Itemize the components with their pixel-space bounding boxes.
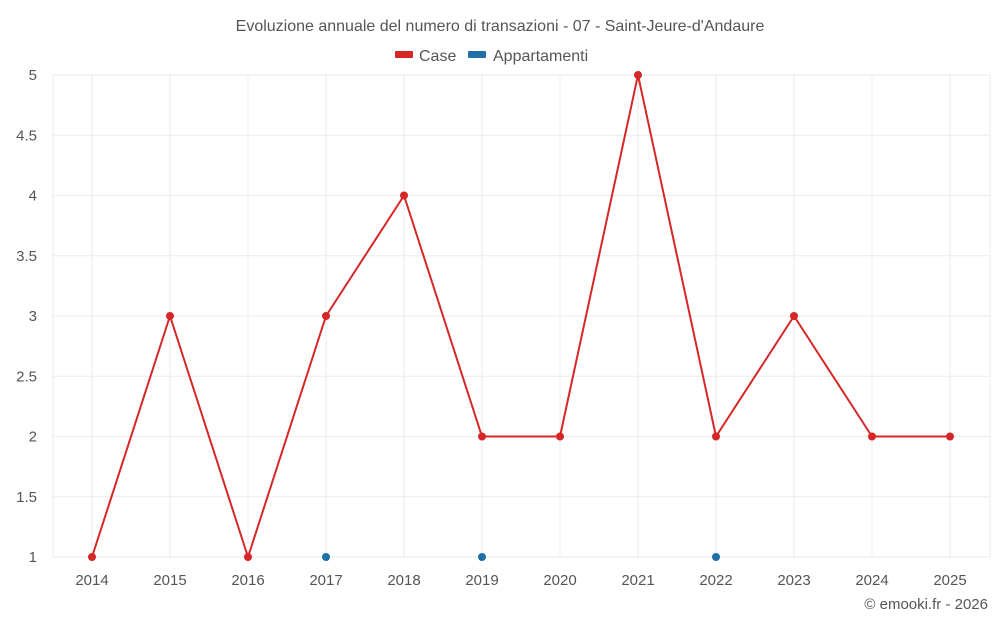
data-point-case-2023[interactable]: [790, 312, 798, 320]
chart-title: Evoluzione annuale del numero di transaz…: [236, 18, 765, 35]
legend-label-case: Case: [419, 48, 456, 65]
y-tick-label: 4.5: [16, 127, 37, 144]
series-layer: [88, 71, 954, 561]
series-appartamenti: [322, 553, 720, 561]
y-tick-label: 3.5: [16, 248, 37, 265]
data-point-case-2015[interactable]: [166, 312, 174, 320]
grid: [52, 74, 991, 558]
data-point-case-2016[interactable]: [244, 553, 252, 561]
x-axis: 2014 2015 2016 2017 2018 2019 2020 2021 2022 2023…: [75, 572, 966, 589]
y-tick-label: 3: [29, 308, 37, 325]
data-point-appartamenti-2017[interactable]: [322, 553, 330, 561]
data-point-case-2014[interactable]: [88, 553, 96, 561]
x-tick-label: 2014: [75, 572, 108, 589]
data-point-case-2017[interactable]: [322, 312, 330, 320]
legend[interactable]: Case Appartamenti: [395, 48, 588, 65]
x-tick-label: 2021: [621, 572, 654, 589]
series-line-case: [91, 74, 950, 558]
data-point-case-2020[interactable]: [556, 432, 564, 441]
data-point-case-2024[interactable]: [868, 432, 876, 441]
x-tick-label: 2023: [777, 572, 810, 589]
data-point-case-2022[interactable]: [712, 432, 720, 441]
y-tick-label: 2.5: [16, 368, 37, 385]
x-tick-label: 2019: [465, 572, 498, 589]
legend-item-appartamenti[interactable]: Appartamenti: [468, 48, 588, 65]
x-tick-label: 2018: [387, 572, 420, 589]
legend-label-appartamenti: Appartamenti: [493, 48, 588, 65]
data-point-case-2021[interactable]: [634, 71, 642, 79]
x-tick-label: 2022: [699, 572, 732, 589]
x-tick-label: 2015: [153, 572, 186, 589]
series-case: [88, 71, 954, 561]
y-tick-label: 5: [29, 67, 37, 84]
data-point-appartamenti-2022[interactable]: [712, 553, 720, 561]
legend-swatch-case: [395, 51, 413, 58]
credit-text: © emooki.fr - 2026: [864, 596, 988, 613]
x-tick-label: 2024: [855, 572, 888, 589]
y-axis: 1 1.5 2 2.5 3 3.5 4 4.5 5: [16, 67, 37, 566]
y-tick-label: 1.5: [16, 489, 37, 506]
data-point-case-2025[interactable]: [946, 432, 954, 441]
legend-item-case[interactable]: Case: [395, 48, 456, 65]
data-point-appartamenti-2019[interactable]: [478, 553, 486, 561]
x-tick-label: 2020: [543, 572, 576, 589]
x-tick-label: 2016: [231, 572, 264, 589]
y-tick-label: 2: [29, 429, 37, 446]
data-point-case-2018[interactable]: [400, 191, 408, 200]
legend-swatch-appartamenti: [468, 51, 486, 58]
x-tick-label: 2025: [933, 572, 966, 589]
y-tick-label: 4: [29, 188, 37, 205]
data-point-case-2019[interactable]: [478, 432, 486, 441]
x-tick-label: 2017: [309, 572, 342, 589]
y-tick-label: 1: [29, 549, 37, 566]
